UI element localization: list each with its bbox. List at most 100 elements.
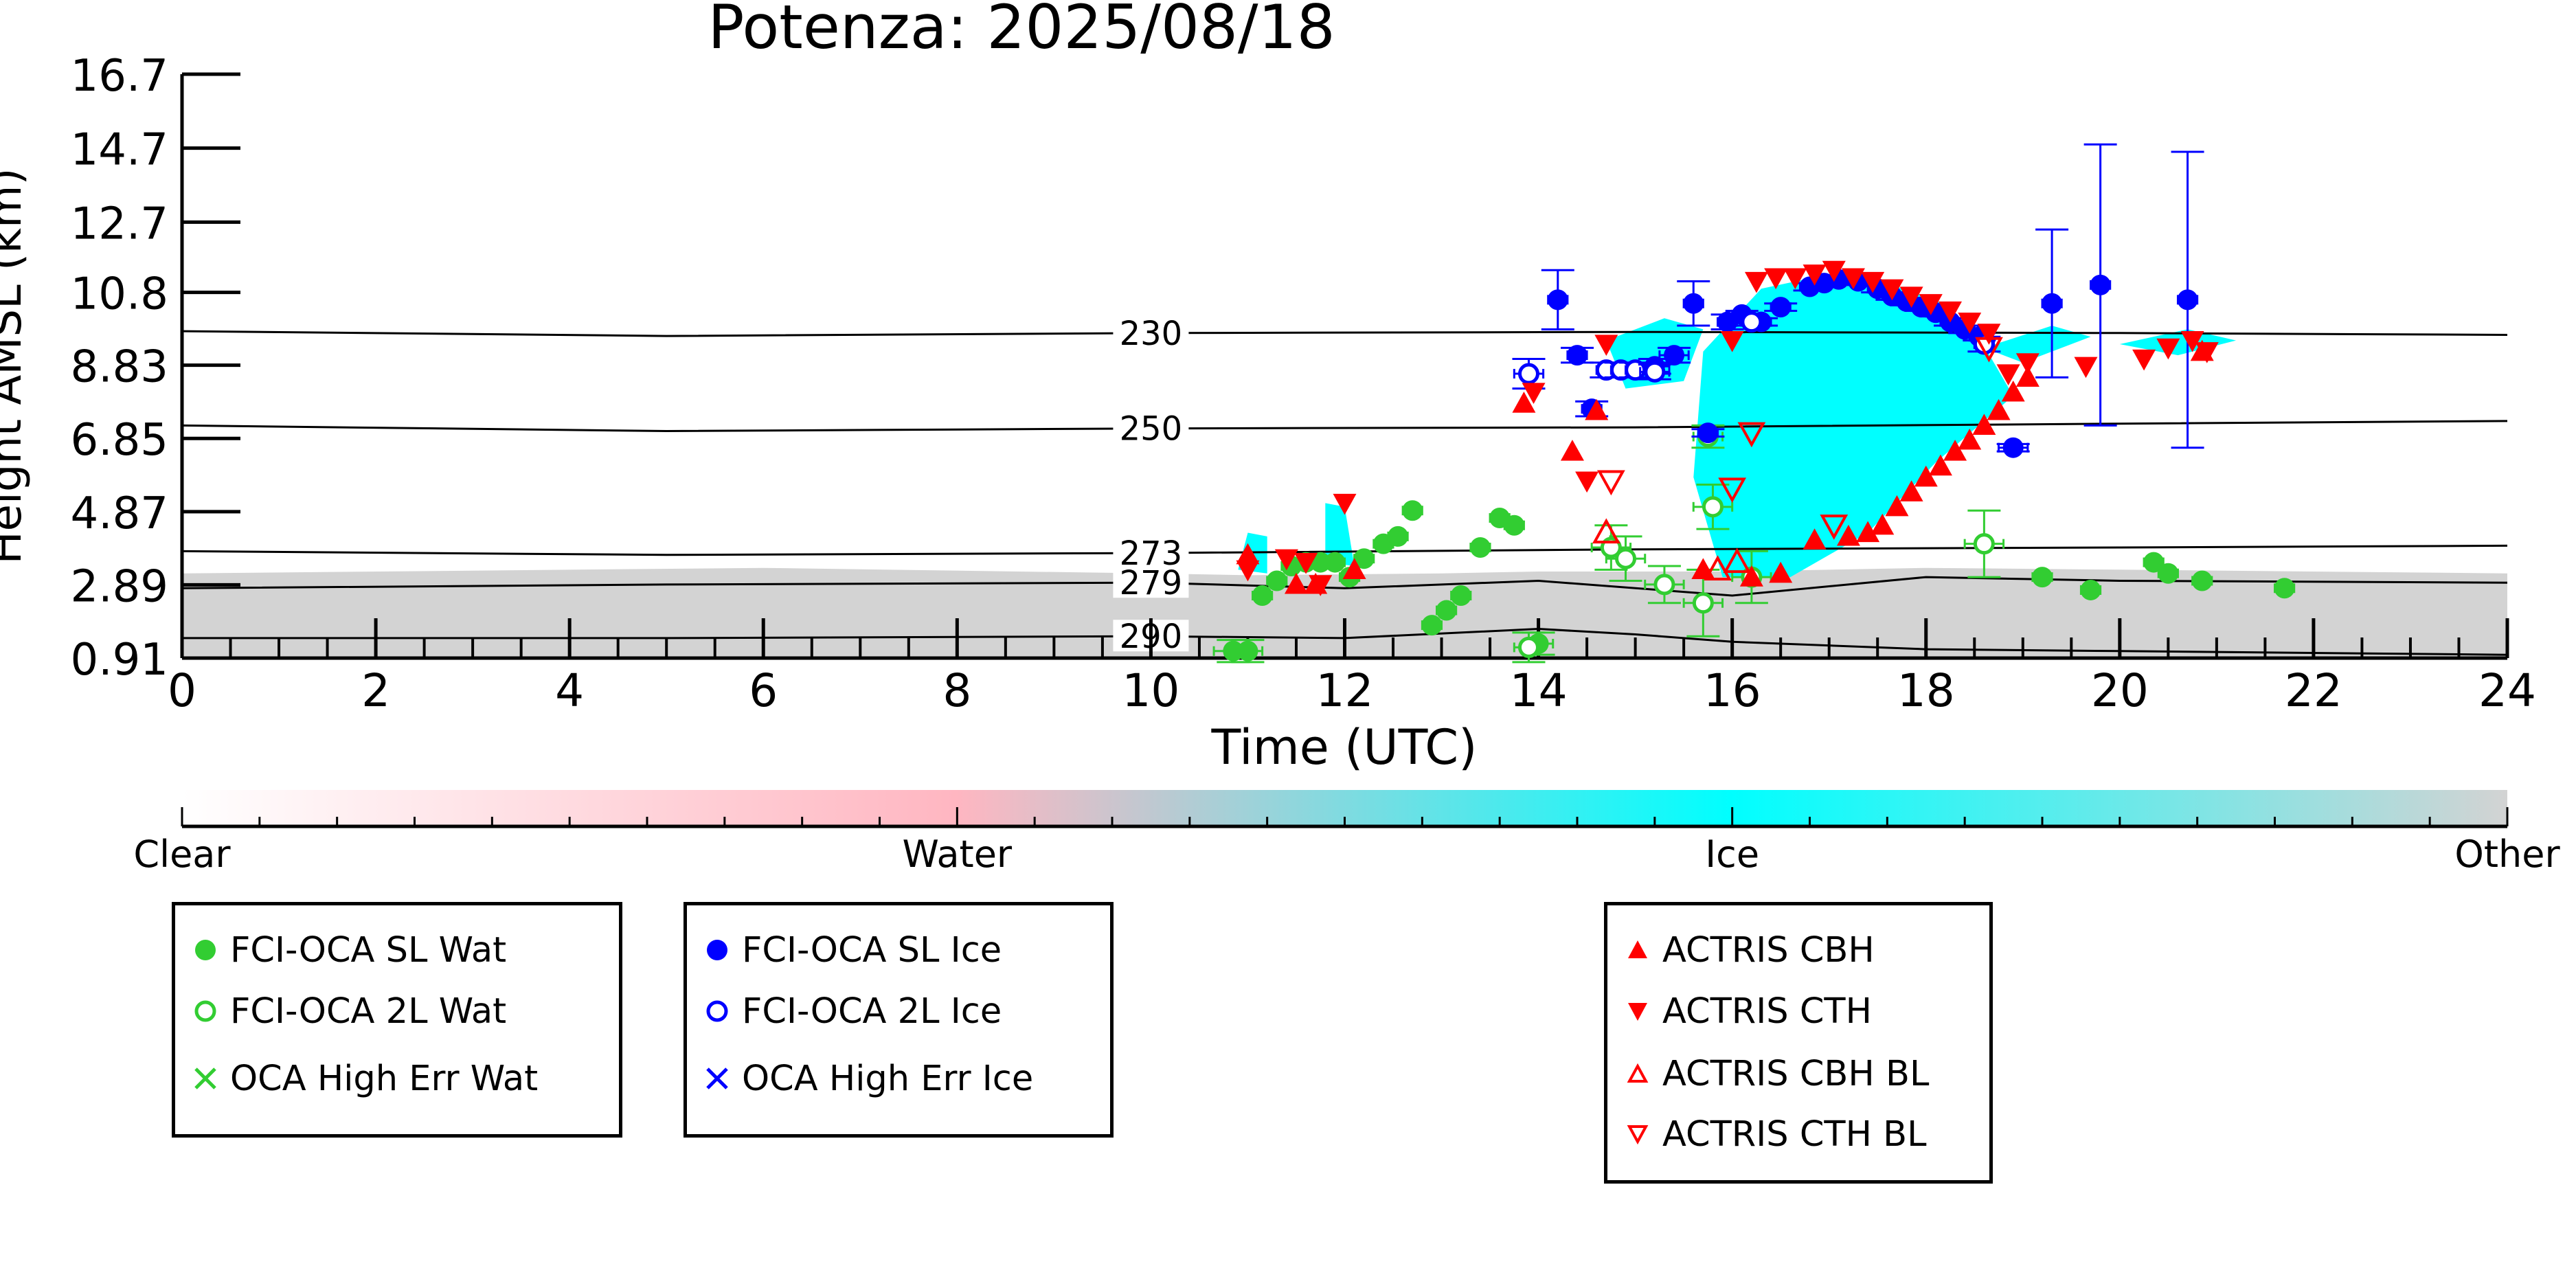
y-tick-label-8: 16.7 (71, 51, 169, 102)
x-tick-label-8: 16 (1704, 664, 1761, 717)
point-fci-oca-2l-wat-2 (1615, 547, 1637, 569)
point-actris-cbh-8 (1739, 565, 1763, 587)
point-actris-cth-12 (1803, 264, 1827, 286)
contour-273 (182, 544, 2507, 556)
legend-label-sl-ice: FCI-OCA SL Ice (742, 929, 1002, 971)
point-actris-cth-1 (1274, 549, 1298, 571)
point-fci-oca-sl-ice-10 (1770, 297, 1792, 318)
point-actris-cth-3 (1309, 575, 1333, 596)
y-tick-label-1: 2.89 (71, 561, 169, 612)
chart-title: Potenza: 2025/08/18 (708, 0, 1335, 63)
x-mark-icon (706, 1067, 728, 1089)
x-tick-label-11: 22 (2285, 664, 2342, 717)
point-actris-cbh-11 (1836, 524, 1860, 546)
x-tick-label-5: 10 (1122, 664, 1179, 717)
legend-label-higherr-wat: OCA High Err Wat (230, 1058, 539, 1099)
y-axis-label: Height AMSL (km) (0, 168, 32, 565)
legend-item-higherr-ice: OCA High Err Ice (703, 1058, 1033, 1099)
point-actris-cbh-bl-0 (1592, 518, 1620, 544)
point-fci-oca-sl-wat-21 (2080, 579, 2101, 600)
colorbar-label-other: Other (2454, 833, 2560, 876)
legend-label-cbh: ACTRIS CBH (1662, 929, 1875, 971)
y-tick-label-4: 8.83 (71, 342, 169, 393)
point-fci-oca-sl-wat-18 (1504, 515, 1525, 536)
point-actris-cbh-0 (1236, 543, 1260, 565)
x-tick-label-6: 12 (1316, 664, 1374, 717)
point-fci-oca-sl-wat-6 (1310, 552, 1331, 573)
y-tick-label-5: 10.8 (71, 269, 169, 320)
point-actris-cbh-bl-1 (1704, 555, 1732, 580)
point-actris-cth-21 (1977, 324, 2001, 345)
point-fci-oca-2l-wat-3 (1653, 574, 1675, 596)
point-fci-oca-sl-ice-6 (1697, 422, 1719, 444)
point-actris-cth-bl-4 (1975, 337, 2003, 363)
point-actris-cbh-5 (1560, 440, 1584, 461)
x-mark-icon (194, 1067, 216, 1089)
point-actris-cbh-15 (1899, 480, 1923, 501)
point-fci-oca-2l-wat-4 (1692, 592, 1714, 614)
point-fci-oca-sl-wat-3 (1266, 570, 1287, 591)
point-fci-oca-sl-ice-4 (1664, 345, 1685, 366)
point-actris-cbh-1 (1284, 572, 1308, 594)
point-actris-cth-0 (1236, 560, 1260, 582)
point-actris-cbh-19 (1958, 428, 1982, 450)
point-fci-oca-sl-wat-25 (2274, 578, 2295, 599)
open-circle-icon (194, 1000, 216, 1022)
legend-actris: ACTRIS CBH ACTRIS CTH ACTRIS CBH BL ACTR… (1604, 902, 1993, 1184)
legend-item-cbh: ACTRIS CBH (1624, 929, 1875, 971)
ice-region-5 (1325, 503, 1355, 566)
point-fci-oca-2l-ice-4 (1644, 361, 1666, 383)
legend-item-sl-ice: FCI-OCA SL Ice (703, 929, 1002, 971)
point-actris-cbh-4 (1512, 392, 1536, 413)
point-fci-oca-sl-ice-5 (1683, 293, 1704, 314)
point-fci-oca-sl-wat-7 (1324, 552, 1346, 573)
point-actris-cbh-9 (1769, 561, 1793, 583)
point-fci-oca-sl-ice-25 (2090, 274, 2111, 295)
x-tick-label-12: 24 (2478, 664, 2536, 717)
contour-label-230: 230 (1120, 315, 1183, 353)
filled-circle-icon (707, 940, 727, 960)
x-tick-label-10: 20 (2091, 664, 2149, 717)
point-actris-cth-26 (2156, 338, 2180, 360)
point-fci-oca-sl-wat-11 (1388, 526, 1409, 547)
legend-item-cth: ACTRIS CTH (1624, 991, 1872, 1032)
y-tick-label-0: 0.91 (71, 635, 169, 686)
point-fci-oca-sl-wat-12 (1402, 500, 1423, 521)
legend-label-2l-ice: FCI-OCA 2L Ice (742, 991, 1002, 1032)
point-actris-cth-16 (1880, 279, 1904, 301)
point-actris-cbh-14 (1885, 495, 1909, 517)
point-actris-cbh-10 (1803, 528, 1827, 550)
point-fci-oca-2l-wat-6 (1702, 496, 1724, 518)
contour-250 (182, 420, 2507, 433)
point-actris-cth-bl-0 (1596, 470, 1625, 496)
point-fci-oca-2l-wat-0 (1517, 636, 1539, 658)
point-fci-oca-sl-wat-20 (2032, 567, 2053, 588)
contour-label-bg-273 (1113, 536, 1189, 569)
point-fci-oca-sl-ice-24 (2042, 293, 2063, 314)
point-actris-cth-2 (1294, 552, 1318, 574)
legend-item-cth-bl: ACTRIS CTH BL (1624, 1114, 1927, 1155)
legend-label-cbh-bl: ACTRIS CBH BL (1662, 1053, 1930, 1094)
legend-label-higherr-ice: OCA High Err Ice (742, 1058, 1034, 1099)
filled-circle-icon (195, 940, 216, 960)
point-actris-cth-23 (2015, 353, 2040, 374)
point-actris-cth-15 (1861, 271, 1885, 293)
contour-279 (182, 576, 2507, 597)
point-fci-oca-sl-ice-26 (2177, 289, 2198, 310)
point-actris-cbh-12 (1856, 521, 1880, 543)
point-fci-oca-sl-wat-13 (1421, 615, 1443, 636)
colorbar-label-water: Water (903, 833, 1013, 876)
point-actris-cbh-18 (1943, 440, 1967, 461)
legend-item-sl-wat: FCI-OCA SL Wat (192, 929, 506, 971)
legend-ice: FCI-OCA SL Ice FCI-OCA 2L Ice OCA High E… (683, 902, 1114, 1138)
contour-label-bg-279 (1113, 566, 1189, 598)
x-tick-label-7: 14 (1510, 664, 1568, 717)
point-actris-cth-20 (1958, 313, 1982, 334)
point-fci-oca-sl-ice-1 (1567, 345, 1588, 366)
point-fci-oca-sl-wat-2 (1252, 585, 1273, 607)
point-fci-oca-sl-wat-9 (1353, 548, 1375, 569)
contour-label-279: 279 (1120, 564, 1183, 602)
point-fci-oca-sl-wat-1 (1237, 640, 1258, 662)
open-circle-icon (706, 1000, 728, 1022)
point-actris-cth-bl-3 (1820, 515, 1849, 540)
